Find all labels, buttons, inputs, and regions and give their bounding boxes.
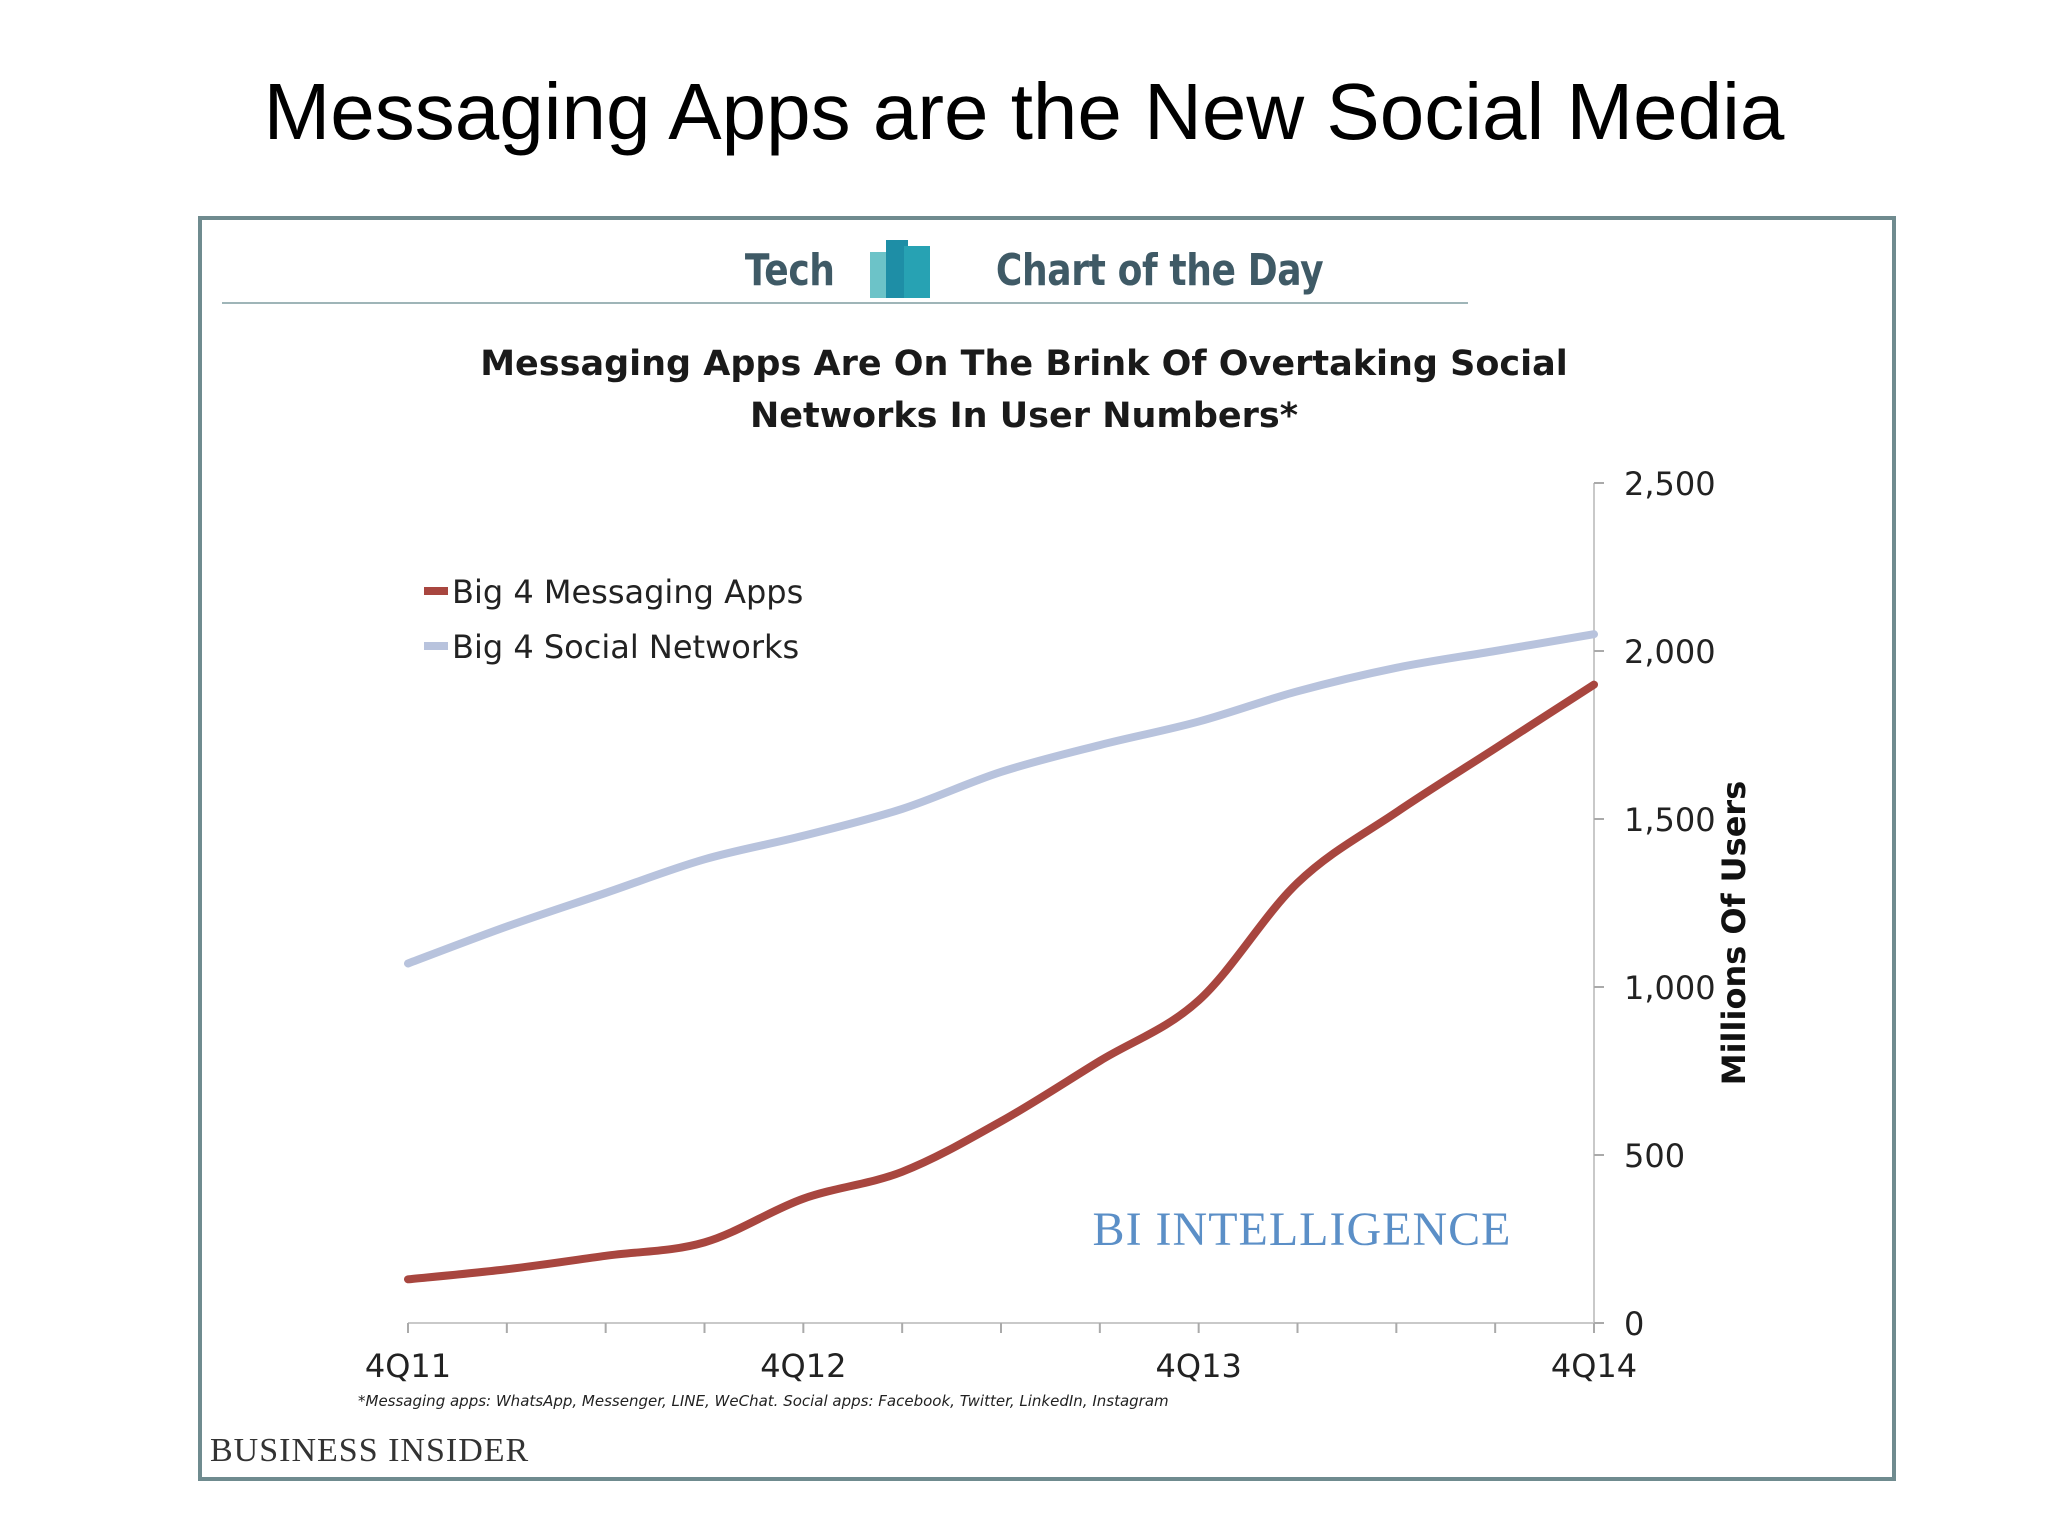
y-tick-label: 0 (1624, 1305, 1644, 1343)
series-line-big-4-social-networks (404, 630, 1598, 968)
header-divider (222, 302, 1468, 304)
chart-legend: Big 4 Messaging Apps Big 4 Social Network… (424, 573, 803, 666)
header-tech-label: Tech (744, 244, 835, 296)
x-tick-label: 4Q14 (1551, 1347, 1637, 1385)
x-tick-label: 4Q12 (760, 1347, 846, 1385)
y-tick-label: 1,000 (1624, 969, 1716, 1007)
legend-label: Big 4 Social Networks (452, 628, 799, 666)
series-line-big-4-messaging-apps (404, 680, 1598, 1284)
legend-label: Big 4 Messaging Apps (452, 573, 803, 611)
chart-of-the-day-header: Tech Chart of the Day (202, 238, 1892, 302)
chart-axes: 4Q11 4Q12 4Q13 4Q14 0 500 1,000 1,500 2,000 2,500 (365, 465, 1716, 1385)
bar-chart-logo-icon (870, 238, 934, 302)
y-axis-label: Millions Of Users (1715, 781, 1753, 1086)
y-tick-label: 2,500 (1624, 465, 1716, 503)
y-tick-label: 1,500 (1624, 801, 1716, 839)
footnote: *Messaging apps: WhatsApp, Messenger, LI… (358, 1392, 1169, 1410)
header-chart-of-the-day-label: Chart of the Day (996, 244, 1324, 296)
chart-series (404, 630, 1598, 1284)
chart-title-line-2: Networks In User Numbers* (749, 396, 1299, 436)
slide-title: Messaging Apps are the New Social Media (263, 67, 1785, 156)
y-tick-label: 2,000 (1624, 633, 1716, 671)
y-tick-label: 500 (1624, 1137, 1685, 1175)
chart-frame: Tech Chart of the Day (198, 216, 1896, 1481)
x-tick-label: 4Q11 (365, 1347, 451, 1385)
bi-intelligence-watermark: BI INTELLIGENCE (1093, 1203, 1512, 1256)
chart-title-line-1: Messaging Apps Are On The Brink Of Overt… (480, 344, 1568, 384)
x-tick-label: 4Q13 (1156, 1347, 1242, 1385)
business-insider-logo: BUSINESS INSIDER (210, 1432, 530, 1469)
